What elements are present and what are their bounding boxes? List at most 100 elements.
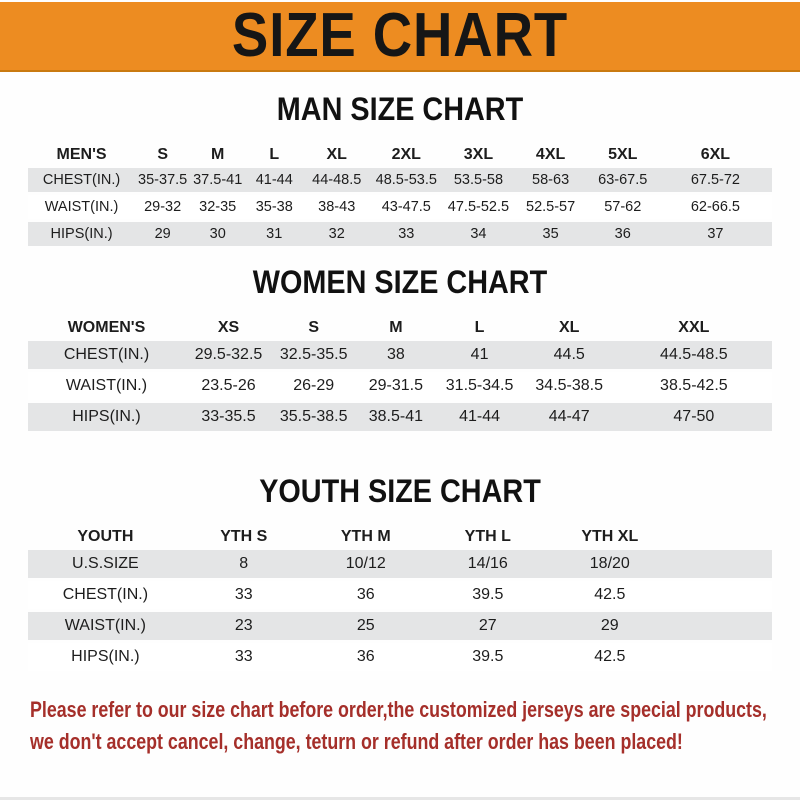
size-cell: 53.5-58 xyxy=(442,168,515,192)
size-cell: 29 xyxy=(548,612,671,640)
column-header: M xyxy=(211,146,225,163)
size-cell: 10/12 xyxy=(304,550,427,578)
size-cell: 37.5-41 xyxy=(190,168,246,192)
size-cell: 29-31.5 xyxy=(355,372,437,400)
order-policy-note: Please refer to our size chart before or… xyxy=(30,694,767,758)
row-label: WAIST(IN.) xyxy=(28,612,183,640)
size-cell: 42.5 xyxy=(548,581,671,609)
size-cell: 42.5 xyxy=(548,643,671,671)
column-header: 2XL xyxy=(391,146,421,163)
men-size-table: MEN'S S M L XL 2XL 3XL 4XL 5XL 6XL CHEST(IN.) 35-37… xyxy=(28,142,772,249)
size-cell: 47-50 xyxy=(615,403,772,431)
size-cell: 8 xyxy=(182,550,305,578)
size-cell: 63-67.5 xyxy=(586,168,659,192)
size-cell: 44-47 xyxy=(522,403,616,431)
row-label: CHEST(IN.) xyxy=(28,581,183,609)
row-label: WAIST(IN.) xyxy=(28,195,136,219)
column-header: M xyxy=(389,319,403,336)
column-header: YTH L xyxy=(464,528,511,545)
table-row: WAIST(IN.) 23.5-26 26-29 29-31.5 31.5-34.5 34… xyxy=(28,372,772,400)
size-cell: 38 xyxy=(355,341,437,369)
section-heading-man: MAN SIZE CHART xyxy=(276,91,524,127)
size-cell: 29-32 xyxy=(135,195,191,219)
size-cell: 41 xyxy=(436,341,523,369)
row-label: HIPS(IN.) xyxy=(28,222,136,246)
size-cell: 32-35 xyxy=(190,195,246,219)
size-cell: 18/20 xyxy=(548,550,671,578)
header-row: WOMEN'S XS S M L XL XXL xyxy=(28,318,772,338)
column-header: L xyxy=(269,146,280,163)
size-cell: 29 xyxy=(135,222,191,246)
column-header: YTH M xyxy=(340,528,391,545)
size-cell: 44.5-48.5 xyxy=(615,341,772,369)
size-cell: 38.5-41 xyxy=(355,403,437,431)
size-cell: 44-48.5 xyxy=(303,168,371,192)
size-cell: 30 xyxy=(190,222,246,246)
size-cell: 34 xyxy=(442,222,515,246)
column-header: L xyxy=(474,319,485,336)
size-cell: 27 xyxy=(426,612,549,640)
size-cell: 41-44 xyxy=(245,168,304,192)
size-cell: 33-35.5 xyxy=(184,403,273,431)
size-cell: 35-37.5 xyxy=(135,168,191,192)
size-cell: 39.5 xyxy=(426,643,549,671)
size-cell: 44.5 xyxy=(522,341,616,369)
row-label: CHEST(IN.) xyxy=(28,168,136,192)
size-cell: 67.5-72 xyxy=(658,168,772,192)
column-header: YTH S xyxy=(220,528,268,545)
row-label: HIPS(IN.) xyxy=(28,403,185,431)
size-cell: 39.5 xyxy=(426,581,549,609)
youth-size-table: YOUTH YTH S YTH M YTH L YTH XL U.S.SIZE 8 10/12… xyxy=(28,524,772,674)
size-cell: 62-66.5 xyxy=(658,195,772,219)
size-cell: 26-29 xyxy=(272,372,356,400)
youth-table-label: YOUTH xyxy=(77,528,134,545)
note-line-1: Please refer to our size chart before or… xyxy=(30,697,767,722)
row-spacer xyxy=(670,581,772,609)
size-cell: 38.5-42.5 xyxy=(615,372,772,400)
column-header: XS xyxy=(217,319,240,336)
section-heading-women: WOMEN SIZE CHART xyxy=(252,264,548,300)
men-table: MEN'S S M L XL 2XL 3XL 4XL 5XL 6XL CHEST(IN.) 35-37… xyxy=(28,142,772,249)
column-header: 6XL xyxy=(700,146,731,163)
size-cell: 41-44 xyxy=(436,403,523,431)
bottom-edge-strip xyxy=(0,797,800,800)
women-table-label: WOMEN'S xyxy=(67,319,146,336)
women-size-table: WOMEN'S XS S M L XL XXL CHEST(IN.) 29.5-32.5 32.5… xyxy=(28,315,772,434)
header-spacer xyxy=(671,527,772,547)
size-cell: 52.5-57 xyxy=(514,195,587,219)
header-row: MEN'S S M L XL 2XL 3XL 4XL 5XL 6XL xyxy=(28,145,772,165)
row-label: HIPS(IN.) xyxy=(28,643,183,671)
column-header: 3XL xyxy=(463,146,494,163)
size-cell: 36 xyxy=(586,222,659,246)
table-row: CHEST(IN.) 35-37.5 37.5-41 41-44 44-48.5 48.5… xyxy=(28,168,772,192)
column-header: 5XL xyxy=(608,146,638,163)
banner-title: SIZE CHART xyxy=(231,1,569,70)
size-cell: 32 xyxy=(303,222,371,246)
row-spacer xyxy=(670,612,772,640)
table-row: HIPS(IN.) 33 36 39.5 42.5 xyxy=(28,643,772,671)
size-cell: 31 xyxy=(245,222,304,246)
size-cell: 38-43 xyxy=(303,195,371,219)
column-header: 4XL xyxy=(535,146,566,163)
size-cell: 36 xyxy=(304,581,427,609)
size-cell: 35 xyxy=(514,222,587,246)
column-header: XL xyxy=(326,146,347,163)
men-table-label: MEN'S xyxy=(56,146,107,163)
section-heading-youth: YOUTH SIZE CHART xyxy=(259,473,541,509)
row-label: CHEST(IN.) xyxy=(28,341,185,369)
size-cell: 29.5-32.5 xyxy=(184,341,273,369)
size-cell: 23 xyxy=(182,612,305,640)
size-cell: 58-63 xyxy=(514,168,587,192)
size-cell: 14/16 xyxy=(426,550,549,578)
size-cell: 57-62 xyxy=(586,195,659,219)
row-label: WAIST(IN.) xyxy=(28,372,185,400)
table-row: HIPS(IN.) 33-35.5 35.5-38.5 38.5-41 41-44 44-… xyxy=(28,403,772,431)
row-spacer xyxy=(670,643,772,671)
women-table: WOMEN'S XS S M L XL XXL CHEST(IN.) 29.5-32.5 32.5… xyxy=(28,315,772,434)
size-cell: 36 xyxy=(304,643,427,671)
size-cell: 37 xyxy=(658,222,772,246)
size-cell: 47.5-52.5 xyxy=(442,195,515,219)
size-cell: 33 xyxy=(182,581,305,609)
size-cell: 48.5-53.5 xyxy=(370,168,443,192)
